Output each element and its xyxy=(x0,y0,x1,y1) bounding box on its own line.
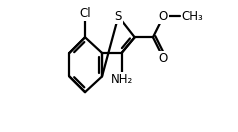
Text: O: O xyxy=(159,52,168,65)
Text: O: O xyxy=(159,10,168,23)
Text: CH₃: CH₃ xyxy=(182,10,203,23)
Text: NH₂: NH₂ xyxy=(110,73,133,86)
Text: Cl: Cl xyxy=(79,7,91,20)
Text: S: S xyxy=(115,10,122,23)
